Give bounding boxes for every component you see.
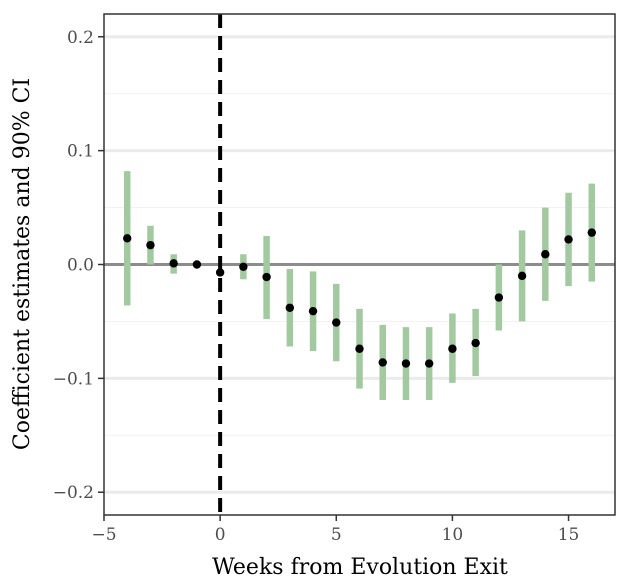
y-tick-label: 0.2 bbox=[67, 28, 94, 48]
data-point bbox=[564, 235, 572, 243]
x-tick-label: 5 bbox=[331, 525, 342, 545]
y-axis-title: Coefficient estimates and 90% CI bbox=[10, 78, 35, 450]
y-tick-label: −0.1 bbox=[53, 369, 94, 389]
data-point bbox=[379, 358, 387, 366]
x-tick-label: 15 bbox=[558, 525, 580, 545]
data-point bbox=[332, 318, 340, 326]
y-tick-label: 0.0 bbox=[67, 256, 94, 276]
data-point bbox=[471, 339, 479, 347]
data-point bbox=[146, 241, 154, 249]
data-point bbox=[193, 260, 201, 268]
x-tick-label: −5 bbox=[91, 525, 116, 545]
data-point bbox=[309, 307, 317, 315]
x-tick-label: 0 bbox=[215, 525, 226, 545]
data-point bbox=[448, 345, 456, 353]
x-tick-label: 10 bbox=[442, 525, 464, 545]
data-point bbox=[425, 359, 433, 367]
y-tick-label: −0.2 bbox=[53, 483, 94, 503]
data-point bbox=[169, 259, 177, 267]
data-point bbox=[123, 234, 131, 242]
reference-lines bbox=[104, 14, 615, 515]
data-point bbox=[402, 359, 410, 367]
data-point bbox=[355, 345, 363, 353]
data-point bbox=[588, 228, 596, 236]
data-point bbox=[518, 272, 526, 280]
y-tick-label: 0.1 bbox=[67, 142, 94, 162]
x-axis-ticks: −5 0 5 10 15 bbox=[91, 515, 579, 545]
data-point bbox=[495, 293, 503, 301]
data-point bbox=[239, 263, 247, 271]
data-point bbox=[262, 273, 270, 281]
x-axis-title: Weeks from Evolution Exit bbox=[212, 555, 508, 580]
data-point bbox=[286, 304, 294, 312]
y-axis-ticks: −0.2 −0.1 0.0 0.1 0.2 bbox=[53, 28, 104, 503]
confidence-intervals bbox=[127, 171, 592, 400]
data-point bbox=[541, 250, 549, 258]
data-point bbox=[216, 268, 224, 276]
